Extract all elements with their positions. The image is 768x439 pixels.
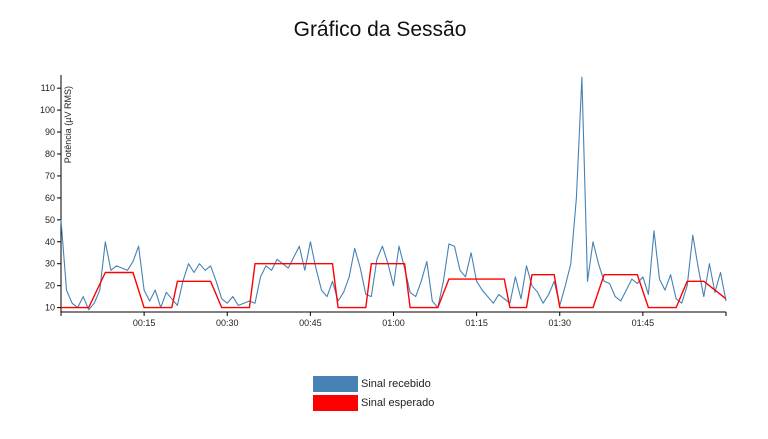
y-tick-label: 40: [45, 237, 55, 247]
x-tick-label: 01:00: [382, 318, 405, 328]
x-tick-label: 01:45: [632, 318, 655, 328]
y-axis: 10 20 30 40 50 60 70 80 90 100 110: [40, 75, 62, 313]
y-tick-label: 60: [45, 193, 55, 203]
x-tick-label: 00:15: [133, 318, 156, 328]
legend: Sinal recebido Sinal esperado: [313, 375, 434, 413]
legend-label-expected: Sinal esperado: [361, 396, 435, 409]
series-received-line: [60, 76, 727, 311]
y-tick-label: 110: [41, 83, 55, 93]
x-axis: 00:15 00:30 00:45 01:00 01:15 01:30 01:45: [60, 311, 727, 328]
legend-swatch-received: [313, 375, 358, 392]
x-tick-label: 01:30: [548, 318, 571, 328]
series-layer: [60, 76, 727, 311]
y-tick-label: 30: [45, 259, 55, 269]
y-axis-title: Potência (µV RMS): [63, 86, 73, 163]
y-tick-label: 90: [45, 127, 55, 137]
x-tick-label: 01:15: [465, 318, 488, 328]
legend-item-received[interactable]: Sinal recebido: [313, 375, 434, 392]
chart-title: Gráfico da Sessão: [293, 18, 467, 41]
y-tick-label: 50: [45, 215, 55, 225]
legend-swatch-expected: [313, 394, 358, 411]
x-tick-label: 00:45: [299, 318, 322, 328]
y-tick-label: 100: [40, 105, 55, 115]
legend-label-received: Sinal recebido: [361, 377, 431, 390]
legend-item-expected[interactable]: Sinal esperado: [313, 394, 434, 411]
y-tick-label: 20: [45, 281, 55, 291]
series-expected-line: [61, 263, 727, 309]
x-tick-label: 00:30: [216, 318, 239, 328]
y-tick-label: 10: [45, 303, 55, 313]
y-tick-label: 70: [45, 171, 55, 181]
y-tick-label: 80: [45, 149, 55, 159]
